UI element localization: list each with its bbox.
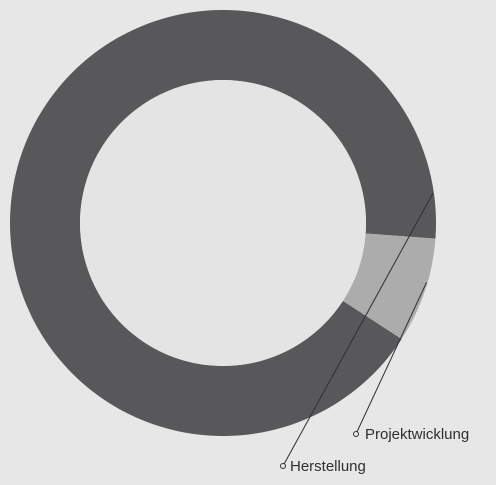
slice-herstellung: [10, 10, 437, 437]
leader-dot-projektwicklung: [353, 431, 359, 437]
donut-hole: [80, 80, 366, 366]
leader-line-herstellung: [282, 193, 434, 467]
leader-line-projektwicklung: [355, 282, 427, 435]
label-herstellung: Herstellung: [290, 458, 366, 475]
leader-dot-herstellung: [280, 463, 286, 469]
label-projektwicklung: Projektwicklung: [365, 426, 469, 443]
